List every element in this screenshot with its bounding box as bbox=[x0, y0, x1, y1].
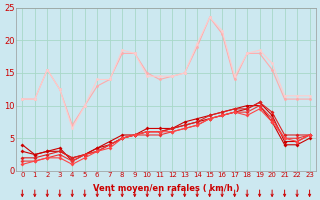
X-axis label: Vent moyen/en rafales ( km/h ): Vent moyen/en rafales ( km/h ) bbox=[93, 184, 239, 193]
